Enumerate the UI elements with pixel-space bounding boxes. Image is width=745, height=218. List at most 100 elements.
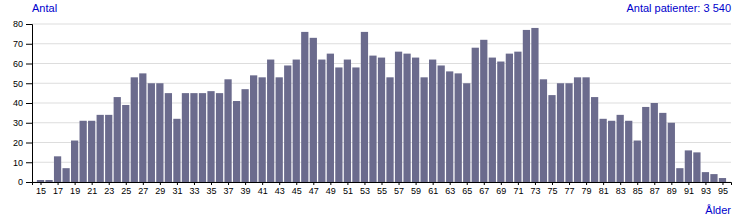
x-tick-mark	[654, 182, 655, 185]
x-tick-label: 79	[582, 186, 592, 196]
x-tick-label: 39	[241, 186, 251, 196]
bar	[45, 180, 52, 182]
x-tick: 85	[633, 182, 643, 196]
bar	[173, 119, 180, 182]
bar	[335, 67, 342, 182]
x-tick: 25	[121, 182, 131, 196]
bar	[114, 97, 121, 182]
bar	[88, 121, 95, 182]
bar	[480, 40, 487, 182]
x-tick: 93	[701, 182, 711, 196]
bar	[156, 83, 163, 182]
x-tick: 55	[377, 182, 387, 196]
bar	[259, 77, 266, 182]
x-tick: 73	[530, 182, 540, 196]
bar	[642, 107, 649, 182]
bar	[719, 178, 726, 182]
x-tick: 35	[207, 182, 217, 196]
x-tick-label: 91	[684, 186, 694, 196]
bar	[659, 113, 666, 182]
bar	[693, 152, 700, 182]
bar	[506, 54, 513, 182]
x-tick-label: 31	[172, 186, 182, 196]
y-tick-label: 10	[13, 158, 23, 168]
bar	[540, 79, 547, 182]
bar	[386, 77, 393, 182]
x-tick-label: 45	[292, 186, 302, 196]
bar	[276, 77, 283, 182]
x-tick-label: 77	[565, 186, 575, 196]
x-tick-label: 95	[718, 186, 728, 196]
x-tick-label: 43	[275, 186, 285, 196]
x-tick-label: 17	[53, 186, 63, 196]
chart: 1517192123252729313335373941434547495153…	[0, 0, 745, 218]
bar	[62, 168, 69, 182]
x-tick: 95	[718, 182, 728, 196]
bar	[199, 93, 206, 182]
x-tick-label: 85	[633, 186, 643, 196]
x-tick: 57	[394, 182, 404, 196]
bar	[80, 121, 87, 182]
bar	[497, 62, 504, 182]
x-tick-label: 29	[155, 186, 165, 196]
x-tick: 17	[53, 182, 63, 196]
x-tick: 31	[172, 182, 182, 196]
x-tick-mark	[603, 182, 604, 185]
y-tick-label: 0	[18, 177, 23, 187]
x-tick-label: 53	[360, 186, 370, 196]
bar	[608, 121, 615, 182]
bar	[710, 174, 717, 182]
x-tick-label: 49	[326, 186, 336, 196]
x-tick: 65	[462, 182, 472, 196]
x-tick-label: 21	[87, 186, 97, 196]
bar	[600, 119, 607, 182]
y-tick: 70	[13, 39, 32, 49]
x-tick-mark	[467, 182, 468, 185]
x-tick: 29	[155, 182, 165, 196]
x-tick-mark	[399, 182, 400, 185]
bar	[301, 32, 308, 182]
x-tick-mark	[313, 182, 314, 185]
y-tick: 30	[13, 118, 32, 128]
y-tick-mark	[26, 103, 32, 104]
bar	[523, 30, 530, 182]
x-tick: 23	[104, 182, 114, 196]
y-tick-label: 30	[13, 118, 23, 128]
x-tick: 47	[309, 182, 319, 196]
bar	[565, 83, 572, 182]
x-tick-label: 37	[224, 186, 234, 196]
bar	[685, 150, 692, 182]
x-tick-label: 19	[70, 186, 80, 196]
x-tick-mark	[518, 182, 519, 185]
x-tick-label: 27	[138, 186, 148, 196]
bar	[165, 93, 172, 182]
x-tick-mark	[484, 182, 485, 185]
bar	[591, 97, 598, 182]
y-axis-label: Antal	[32, 2, 57, 14]
y-tick-mark	[26, 123, 32, 124]
bar	[284, 65, 291, 182]
x-tick-mark	[364, 182, 365, 185]
x-tick-mark	[535, 182, 536, 185]
y-tick: 40	[13, 98, 32, 108]
x-tick-label: 83	[616, 186, 626, 196]
bar	[139, 73, 146, 182]
bar	[37, 180, 44, 182]
x-tick: 43	[275, 182, 285, 196]
bar	[250, 75, 257, 182]
x-tick-label: 41	[258, 186, 268, 196]
bar	[395, 52, 402, 182]
bar	[71, 141, 78, 182]
x-tick: 71	[513, 182, 523, 196]
x-tick-mark	[194, 182, 195, 185]
x-tick-mark	[450, 182, 451, 185]
x-tick-label: 51	[343, 186, 353, 196]
x-axis-line	[33, 183, 732, 186]
bar	[216, 93, 223, 182]
bar	[676, 168, 683, 182]
y-tick: 0	[18, 177, 32, 187]
x-tick-mark	[279, 182, 280, 185]
x-tick: 63	[445, 182, 455, 196]
bars	[37, 28, 726, 182]
y-axis-line	[26, 25, 33, 183]
